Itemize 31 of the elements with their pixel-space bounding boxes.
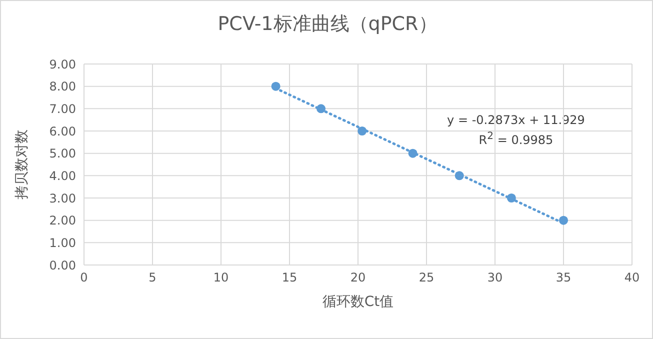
y-tick-label: 7.00 [49,102,76,116]
y-tick-label: 0.00 [49,258,76,272]
y-tick-label: 8.00 [49,80,76,94]
annotation: R$^{2}$ = 0.9985 [478,131,554,147]
y-tick-label: 6.00 [49,124,76,138]
y-tick-label: 2.00 [49,214,76,228]
y-tick-label: 9.00 [49,57,76,72]
y-axis-title: 拷贝数对数 [14,130,30,200]
point [558,216,568,225]
x-tick-label: 40 [624,270,640,285]
point [506,193,516,203]
x-tick-label: 35 [556,270,572,285]
x-tick-label: 20 [350,270,366,285]
x-axis-title: 循环数Ct值 [322,294,394,310]
x-tick-label: 30 [487,270,503,285]
point [316,104,326,114]
point [271,82,280,91]
point [454,171,464,180]
x-tick-label: 0 [80,270,88,285]
x-tick-label: 10 [213,270,229,285]
x-tick-label: 25 [418,270,434,285]
y-tick-label: 1.00 [49,236,76,250]
y-tick-label: 3.00 [49,191,76,206]
y-tick-label: 5.00 [49,146,76,161]
chart-title: PCV-1标准曲线（qPCR） [216,12,438,37]
x-tick-label: 15 [282,270,298,285]
x-tick-label: 5 [148,270,156,285]
point [408,148,418,158]
point [358,126,367,136]
annotation: y = -0.2873x + 11.929 [446,113,586,127]
y-tick-label: 4.00 [49,168,76,183]
